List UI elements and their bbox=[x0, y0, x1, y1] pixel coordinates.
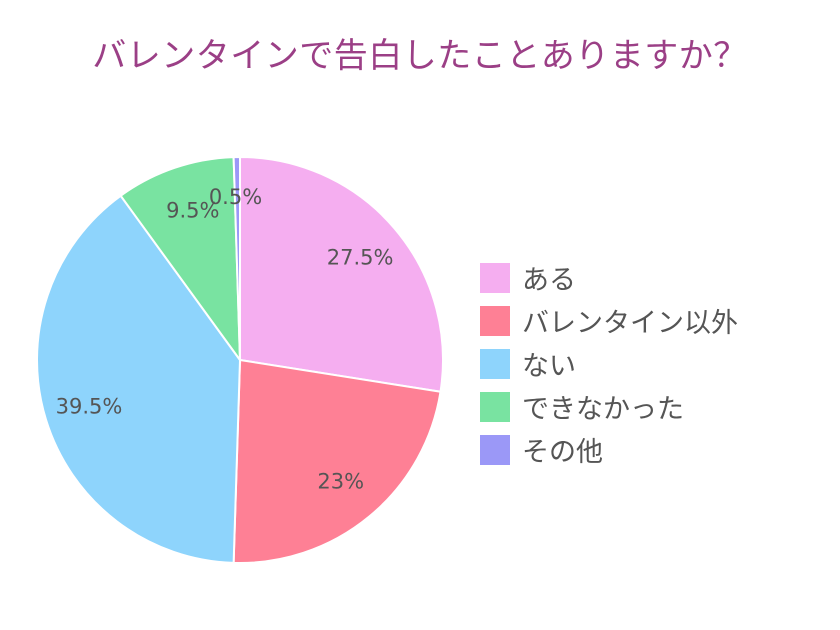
pie-slices bbox=[36, 155, 444, 564]
legend-item: バレンタイン以外 bbox=[480, 299, 738, 342]
legend: あるバレンタイン以外 ないできなかった その他 bbox=[480, 256, 738, 471]
legend-swatch bbox=[480, 434, 510, 465]
slice-label-0: 27.5% bbox=[327, 245, 394, 269]
pie-slice-3 bbox=[119, 156, 242, 364]
slice-label-4: 0.5% bbox=[209, 185, 262, 209]
legend-swatch bbox=[480, 348, 510, 379]
chart-title: バレンタインで告白したことありますか？ bbox=[92, 36, 748, 76]
legend-label: その他 bbox=[522, 437, 603, 468]
legend-item: できなかった bbox=[480, 385, 738, 428]
legend-label: ある bbox=[522, 265, 576, 296]
slice-label-2: 39.5% bbox=[56, 395, 123, 419]
pie-slice-2 bbox=[36, 194, 242, 564]
legend-label: できなかった bbox=[522, 394, 684, 425]
legend-swatch bbox=[480, 305, 510, 336]
pie-slice-0 bbox=[239, 155, 444, 393]
legend-label: バレンタイン以外 bbox=[522, 308, 738, 339]
legend-swatch bbox=[480, 262, 510, 293]
pie-slice-4 bbox=[232, 155, 241, 361]
legend-swatch bbox=[480, 391, 510, 422]
pie-labels: 27.5% 23% 39.5% 9.5%0.5% bbox=[56, 185, 394, 494]
legend-item: その他 bbox=[480, 428, 738, 471]
slice-label-3: 9.5% bbox=[166, 199, 219, 223]
slice-label-1: 23% bbox=[317, 470, 364, 494]
pie-slice-1 bbox=[232, 358, 442, 564]
legend-item: ある bbox=[480, 256, 738, 299]
legend-label: ない bbox=[522, 351, 576, 382]
legend-item: ない bbox=[480, 342, 738, 385]
